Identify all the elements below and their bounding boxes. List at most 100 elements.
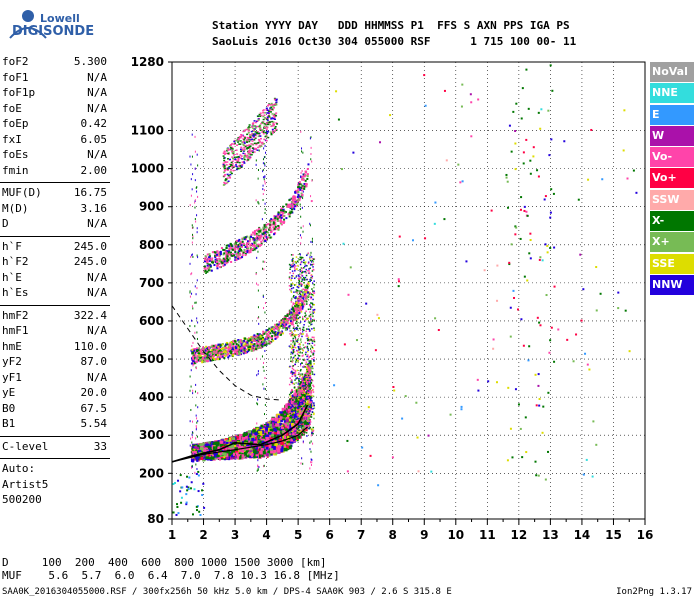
echo-point: [291, 401, 295, 405]
echo-point: [268, 431, 272, 435]
echo-point: [300, 282, 302, 284]
echo-point: [228, 350, 231, 353]
echo-point: [236, 348, 239, 351]
echo-point: [228, 354, 231, 357]
echo-point: [244, 345, 247, 348]
echo-point: [298, 413, 301, 416]
echo-point: [291, 404, 296, 408]
echo-point: [292, 272, 295, 275]
echo-point: [255, 236, 258, 239]
echo-point: [273, 331, 276, 334]
echo-point: [311, 379, 314, 382]
echo-point: [296, 377, 299, 379]
x-tick-label: 14: [574, 528, 591, 542]
echo-point: [225, 445, 228, 450]
echo-point: [310, 279, 312, 282]
echo-point: [293, 372, 295, 374]
echo-point: [238, 455, 242, 460]
y-tick-label: 500: [139, 352, 164, 366]
echo-point: [305, 274, 308, 277]
echo-point: [290, 254, 293, 256]
echo-point: [294, 335, 296, 338]
echo-point: [267, 339, 270, 342]
echo-point: [284, 211, 287, 214]
echo-point: [310, 394, 312, 396]
echo-point: [308, 389, 313, 394]
echo-point: [302, 349, 304, 352]
echo-point: [296, 350, 299, 352]
echo-point: [253, 343, 256, 346]
param-name: yE: [2, 386, 16, 399]
echo-point: [295, 397, 298, 400]
echo-point: [199, 360, 202, 363]
echo-point: [270, 218, 273, 221]
echo-point: [293, 294, 295, 297]
echo-point: [215, 444, 220, 448]
echo-point: [307, 321, 310, 324]
echo-point: [210, 259, 213, 262]
echo-point: [306, 423, 311, 428]
echo-point: [299, 269, 301, 271]
echo-point: [288, 418, 292, 423]
echo-point: [310, 297, 312, 300]
echo-point: [298, 378, 300, 380]
echo-point: [241, 448, 245, 453]
echo-point: [225, 247, 228, 250]
echo-point: [308, 315, 311, 317]
echo-point: [215, 351, 218, 354]
echo-point: [298, 409, 301, 411]
echo-point: [255, 246, 258, 249]
echo-point: [280, 448, 284, 453]
echo-point: [294, 268, 296, 271]
echo-point: [265, 446, 269, 450]
echo-point: [207, 346, 210, 349]
echo-point: [274, 335, 277, 338]
echo-point: [240, 344, 243, 347]
echo-point: [299, 303, 302, 306]
echo-point: [274, 323, 277, 326]
echo-point: [283, 321, 286, 324]
echo-point: [301, 295, 304, 298]
echo-point: [311, 367, 314, 370]
param-value: N/A: [87, 70, 107, 84]
echo-point: [234, 449, 239, 453]
echo-point: [213, 353, 216, 356]
echo-point: [289, 398, 291, 401]
param-name: hmF1: [2, 324, 29, 337]
echo-point: [291, 259, 294, 261]
echo-point: [229, 441, 233, 445]
echo-point: [289, 400, 291, 402]
echo-point: [298, 285, 300, 287]
echo-point: [209, 354, 212, 357]
echo-point: [225, 262, 228, 265]
echo-point: [249, 450, 252, 453]
echo-point: [294, 303, 296, 305]
echo-point: [303, 281, 305, 284]
echo-point: [277, 331, 280, 334]
x-tick-label: 15: [605, 528, 622, 542]
echo-point: [313, 311, 316, 314]
echo-point: [298, 388, 301, 391]
echo-point: [246, 343, 249, 346]
echo-point: [202, 457, 205, 462]
echo-point: [297, 264, 299, 267]
echo-point: [246, 440, 250, 444]
echo-point: [282, 205, 285, 208]
echo-point: [307, 374, 312, 379]
echo-point: [295, 389, 299, 394]
echo-point: [291, 399, 294, 401]
echo-point: [296, 404, 298, 407]
echo-point: [302, 396, 304, 398]
echo-point: [295, 422, 297, 424]
digisonde-logo: Lowell DIGISONDE: [8, 8, 158, 48]
echo-point: [247, 242, 250, 245]
echo-point: [218, 347, 221, 350]
echo-point: [271, 328, 274, 331]
y-tick-label: 80: [147, 512, 164, 526]
echo-point: [296, 268, 298, 271]
echo-point: [200, 456, 204, 461]
echo-point: [313, 402, 315, 404]
x-tick-label: 10: [447, 528, 464, 542]
echo-point: [280, 419, 283, 423]
echo-point: [262, 344, 265, 347]
